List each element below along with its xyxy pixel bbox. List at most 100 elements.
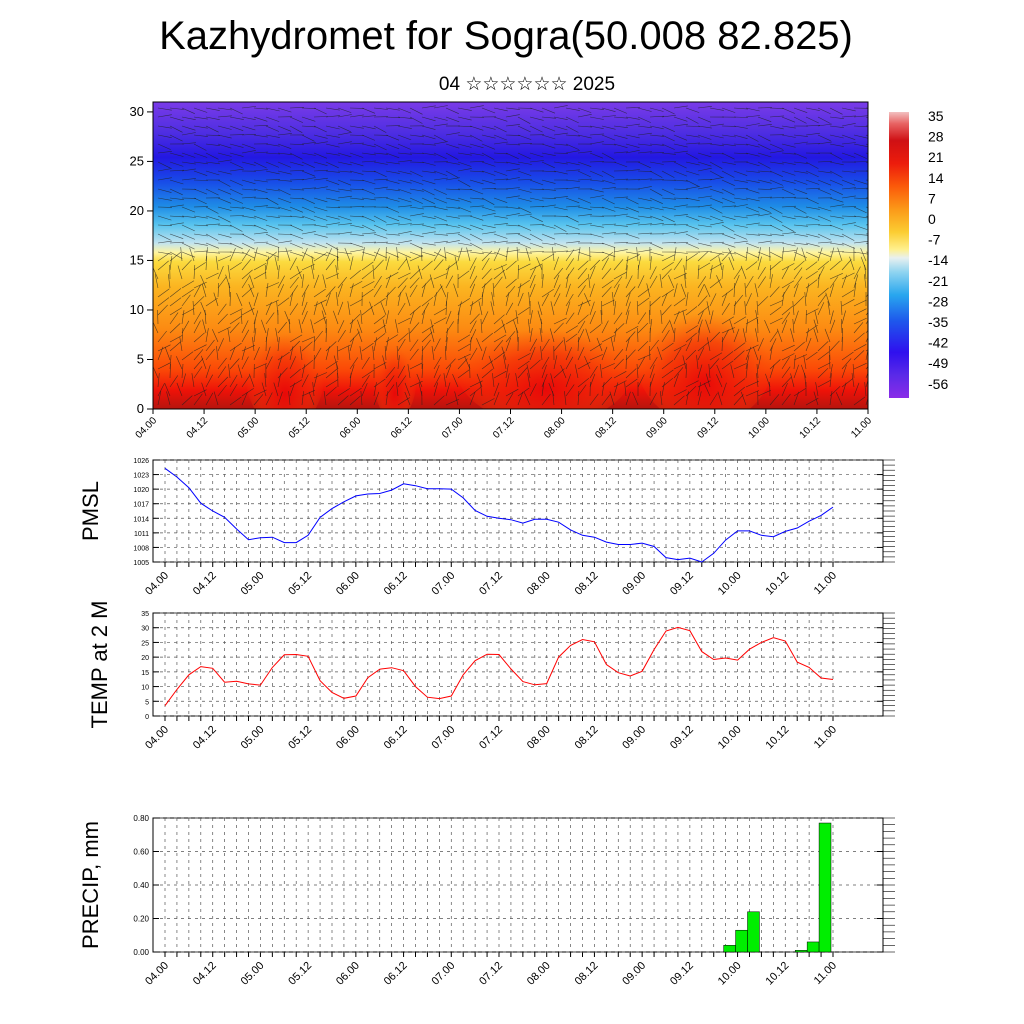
wind-barb: [385, 152, 400, 159]
wind-barb: [469, 197, 484, 200]
wind-barb: [349, 357, 359, 370]
wind-barb: [673, 197, 689, 199]
wind-barb: [181, 294, 191, 307]
wind-barb: [217, 265, 224, 280]
wind-barb: [253, 179, 268, 183]
wind-barb: [649, 339, 659, 352]
wind-barb: [205, 251, 221, 254]
wind-barb: [613, 380, 627, 388]
wind-barb: [481, 231, 496, 235]
wind-barb: [241, 251, 255, 259]
wind-barb: [457, 134, 472, 138]
wind-barb: [721, 382, 727, 397]
wind-barb: [421, 283, 426, 298]
wind-barb: [373, 152, 388, 155]
wind-barb: [745, 319, 748, 334]
wind-barb: [841, 187, 856, 190]
wind-barb: [265, 301, 272, 316]
wind-barb: [637, 186, 652, 190]
wind-barb: [817, 188, 832, 195]
wind-barb: [769, 317, 783, 325]
wind-barb: [649, 345, 651, 361]
wind-barb: [841, 310, 846, 325]
wind-barb: [685, 215, 700, 221]
wind-barb: [553, 355, 558, 370]
wind-barb: [745, 390, 760, 397]
wind-barb: [841, 142, 856, 145]
wind-barb: [253, 262, 267, 271]
wind-barb: [673, 150, 688, 154]
wind-barb: [193, 197, 207, 205]
wind-barb: [301, 242, 316, 248]
wind-barb: [577, 206, 592, 211]
wind-barb: [445, 188, 461, 191]
wind-barb: [397, 143, 412, 150]
x-tick-label: 10.12: [798, 415, 824, 441]
wind-barb: [673, 179, 689, 182]
wind-barb: [373, 315, 386, 325]
wind-barb: [757, 251, 772, 258]
wind-barb: [601, 179, 616, 185]
wind-barb: [529, 197, 544, 202]
wind-barb: [277, 373, 281, 388]
wind-barb: [601, 115, 616, 118]
wind-barb: [696, 355, 699, 370]
wind-barb: [505, 195, 520, 199]
wind-barb: [457, 116, 472, 121]
wind-barb: [397, 152, 412, 155]
wind-barb: [733, 179, 748, 183]
wind-barb: [493, 178, 509, 181]
wind-barb: [781, 224, 795, 232]
wind-barb: [325, 161, 339, 169]
wind-barb: [793, 224, 808, 227]
wind-barb: [382, 355, 387, 370]
wind-barb: [418, 382, 423, 397]
wind-barb: [613, 328, 617, 343]
wind-barb: [476, 373, 483, 388]
x-tick-label: 05.00: [239, 570, 267, 598]
wind-barb: [637, 312, 647, 325]
wind-barb: [781, 143, 796, 148]
wind-barb: [313, 177, 328, 181]
x-tick-label: 06.00: [338, 415, 364, 441]
wind-barb: [433, 251, 447, 259]
wind-barb: [181, 142, 196, 145]
wind-barb: [781, 107, 796, 114]
wind-barb: [205, 339, 215, 352]
wind-barb: [337, 283, 343, 298]
y-tick-label: 1008: [133, 545, 149, 552]
wind-barb: [841, 134, 856, 140]
wind-barb: [673, 389, 687, 397]
wind-barb: [680, 283, 687, 298]
wind-barb: [397, 332, 409, 343]
wind-barb: [433, 152, 447, 160]
wind-barb: [157, 114, 172, 118]
wind-barb: [553, 143, 568, 146]
wind-barb: [404, 391, 411, 406]
wind-barb: [601, 251, 614, 262]
wind-barb: [348, 346, 351, 361]
wind-barb: [311, 256, 315, 271]
wind-barb: [253, 134, 268, 138]
y-tick-label: 1017: [133, 502, 149, 509]
wind-barb: [445, 275, 454, 289]
wind-barb: [541, 134, 556, 140]
wind-barb: [565, 274, 569, 289]
wind-barb: [697, 284, 705, 298]
wind-barb: [181, 310, 185, 325]
wind-barb: [325, 248, 332, 262]
wind-barb: [565, 267, 575, 280]
wind-barb: [227, 265, 231, 280]
wind-barb: [241, 134, 257, 136]
wind-barb: [373, 382, 377, 397]
wind-barb: [661, 107, 675, 115]
wind-barb: [745, 107, 760, 112]
wind-barb: [241, 275, 250, 289]
wind-barb: [277, 275, 285, 289]
wind-barb: [637, 197, 652, 202]
wind-barb: [793, 276, 803, 289]
wind-barb: [325, 143, 340, 148]
wind-barb: [421, 251, 436, 257]
wind-barb: [349, 242, 364, 248]
wind-barb: [301, 292, 306, 307]
